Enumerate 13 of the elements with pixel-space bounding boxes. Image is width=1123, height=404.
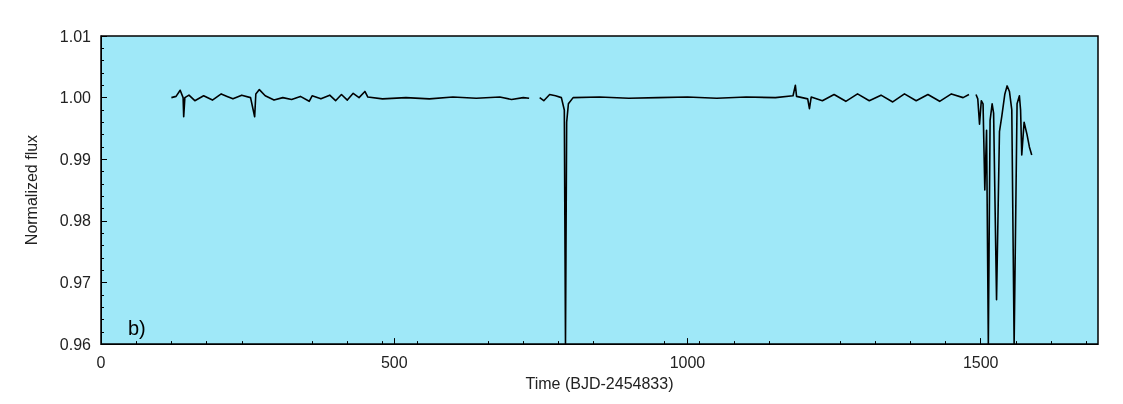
- y-tick-label: 0.97: [59, 273, 92, 291]
- y-tick-label: 1.00: [59, 89, 92, 107]
- x-tick-label: 0: [96, 353, 106, 371]
- x-axis-title: Time (BJD-2454833): [525, 374, 674, 392]
- y-axis-title: Normalized flux: [22, 134, 40, 246]
- y-tick-label: 0.98: [59, 212, 92, 230]
- x-tick-label: 1500: [962, 353, 999, 371]
- y-tick-label: 0.96: [59, 335, 92, 353]
- annotation: b): [128, 317, 146, 339]
- x-tick-label: 500: [380, 353, 408, 371]
- y-tick-label: 0.99: [59, 150, 92, 168]
- x-tick-label: 1000: [669, 353, 706, 371]
- y-tick-label: 1.01: [59, 27, 92, 45]
